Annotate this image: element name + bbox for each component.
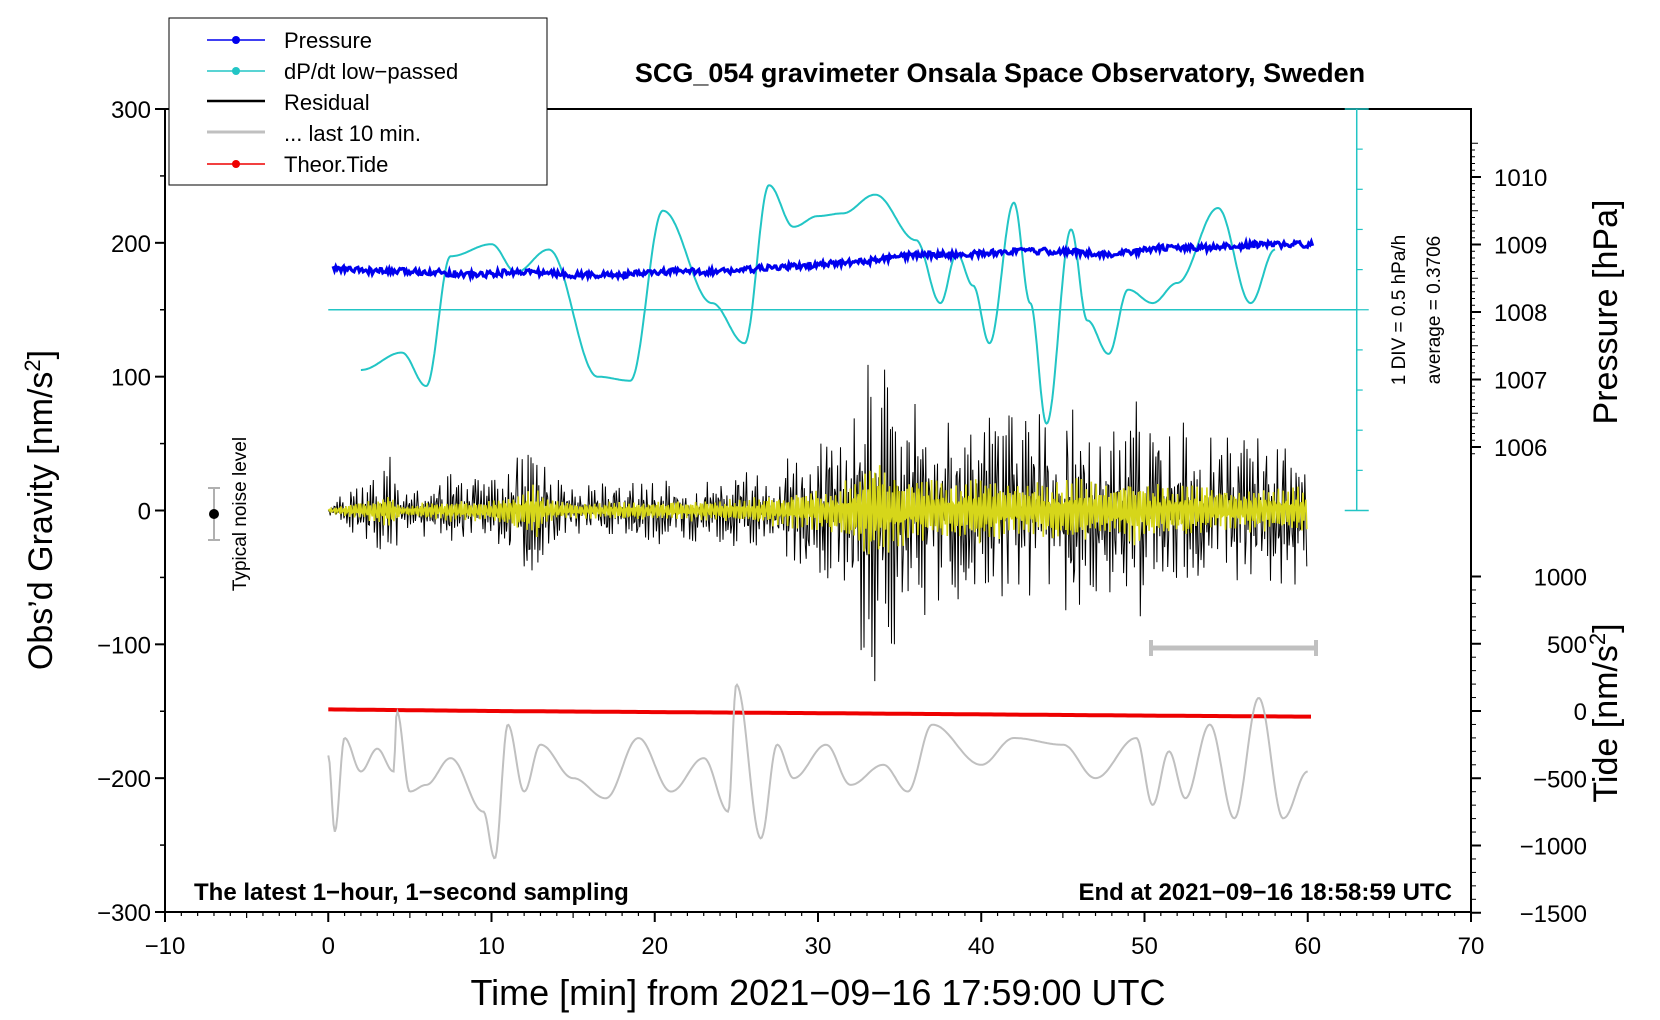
x-tick-label: −10	[145, 933, 186, 960]
legend-marker-dpdt	[232, 67, 240, 75]
pressure-tick-label: 1008	[1494, 300, 1547, 327]
tide-tick-label: −1500	[1520, 901, 1587, 928]
tide-axis-label-sup: 2	[1585, 633, 1610, 645]
x-tick-label: 60	[1294, 933, 1321, 960]
y-axis-label-left-close: ]	[22, 350, 60, 359]
legend-marker-pressure	[232, 36, 240, 44]
legend-item-residual: Residual	[207, 90, 370, 115]
tide-axis-label-close: ]	[1587, 623, 1625, 632]
y-axis-label-left: Obs’d Gravity [nm/s2]	[20, 350, 60, 670]
series-layer	[327, 184, 1357, 860]
noise-level-marker	[208, 487, 220, 541]
tide-axis-label-text: Tide [nm/s	[1587, 645, 1625, 802]
legend-label-tide: Theor.Tide	[284, 152, 388, 177]
series-line-tide	[328, 707, 1311, 719]
pressure-tick-label: 1006	[1494, 435, 1547, 462]
noise-label: Typical noise level	[230, 437, 251, 591]
tide-tick-label: 1000	[1534, 565, 1587, 592]
tide-tick-label: 500	[1547, 632, 1587, 659]
legend-label-residual: Residual	[284, 90, 370, 115]
dpdt-scale-label: 1 DIV = 0.5 hPa/h	[1389, 235, 1410, 386]
y-tick-label: −100	[97, 632, 151, 659]
y-axis-label-left-sup: 2	[20, 359, 45, 371]
y-tick-label: −200	[97, 766, 151, 793]
series-line-last10	[327, 683, 1308, 860]
y-tick-label: 200	[111, 231, 151, 258]
pressure-axis-label: Pressure [hPa]	[1587, 200, 1625, 425]
y-axis-ticks: 300 200 100 0 −100 −200 −300	[97, 97, 165, 927]
tide-axis-label: Tide [nm/s2]	[1585, 623, 1625, 802]
pressure-tick-label: 1007	[1494, 368, 1547, 395]
legend-label-pressure: Pressure	[284, 28, 372, 53]
tide-tick-label: −1000	[1520, 834, 1587, 861]
y-axis-label-left-text: Obs’d Gravity [nm/s	[22, 372, 60, 671]
pressure-tick-label: 1010	[1494, 165, 1547, 192]
tide-tick-label: 0	[1574, 699, 1587, 726]
noise-dot	[209, 509, 219, 519]
x-tick-label: 0	[322, 933, 335, 960]
chart-title: SCG_054 gravimeter Onsala Space Observat…	[635, 58, 1365, 88]
legend-item-dpdt: dP/dt low−passed	[207, 59, 458, 84]
x-axis-ticks: −10 0 10 20 30 40 50 60 70	[145, 912, 1485, 960]
legend-marker-tide	[232, 160, 240, 168]
legend-label-dpdt: dP/dt low−passed	[284, 59, 458, 84]
x-tick-label: 70	[1458, 933, 1485, 960]
legend-item-pressure: Pressure	[207, 28, 372, 53]
series-line-residual-filtered	[327, 465, 1308, 555]
series-line-pressure	[331, 236, 1315, 283]
dpdt-average-label: average = 0.3706	[1424, 236, 1445, 384]
x-tick-label: 20	[641, 933, 668, 960]
footer-left-label: The latest 1−hour, 1−second sampling	[194, 879, 629, 906]
tide-axis-ticks: 1000 500 0 −500 −1000 −1500	[1471, 565, 1587, 928]
series-line-dpdt	[360, 184, 1276, 425]
x-tick-label: 40	[968, 933, 995, 960]
y-tick-label: 300	[111, 97, 151, 124]
legend-label-last10: ... last 10 min.	[284, 121, 421, 146]
footer-right-label: End at 2021−09−16 18:58:59 UTC	[1078, 879, 1452, 906]
y-tick-label: 0	[138, 499, 151, 526]
tide-tick-label: −500	[1533, 766, 1587, 793]
x-tick-label: 50	[1131, 933, 1158, 960]
pressure-axis-ticks: 1010 1009 1008 1007 1006	[1471, 142, 1547, 462]
legend: Pressure dP/dt low−passed Residual ... l…	[168, 17, 548, 186]
legend-item-tide: Theor.Tide	[207, 152, 388, 177]
legend-item-last10: ... last 10 min.	[207, 121, 421, 146]
x-axis-label: Time [min] from 2021−09−16 17:59:00 UTC	[470, 972, 1165, 1013]
x-tick-label: 30	[805, 933, 832, 960]
last10-span-marker	[1149, 640, 1318, 656]
x-tick-label: 10	[478, 933, 505, 960]
pressure-tick-label: 1009	[1494, 233, 1547, 260]
y-tick-label: −300	[97, 900, 151, 927]
y-tick-label: 100	[111, 365, 151, 392]
